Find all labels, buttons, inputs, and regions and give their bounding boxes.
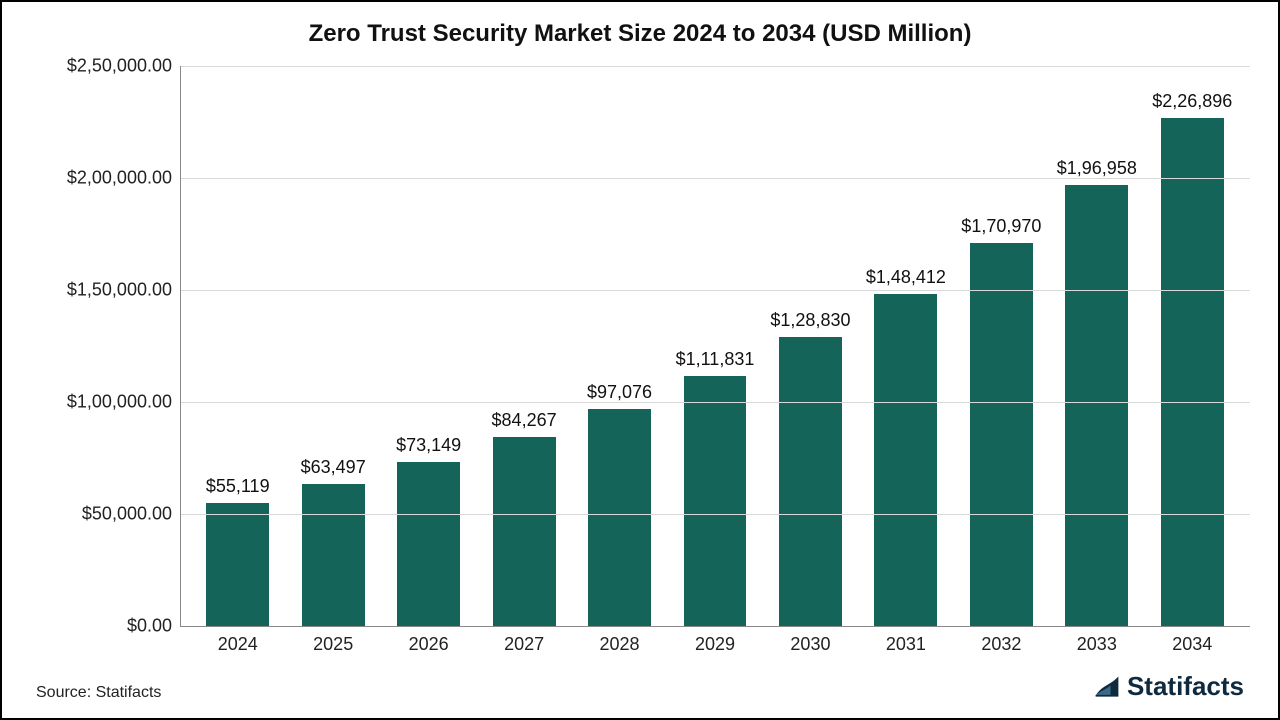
y-axis: $0.00$50,000.00$1,00,000.00$1,50,000.00$… bbox=[30, 66, 180, 626]
grid-line bbox=[180, 402, 1250, 403]
bars-container: $55,119 $63,497 $73,149 $84,267 $97,076 $1,11… bbox=[180, 66, 1250, 626]
bar-value-label: $97,076 bbox=[587, 382, 652, 403]
x-axis: 2024202520262027202820292030203120322033… bbox=[180, 626, 1250, 655]
bar-slot: $73,149 bbox=[381, 66, 476, 626]
chart-area: $0.00$50,000.00$1,00,000.00$1,50,000.00$… bbox=[30, 66, 1250, 626]
bar-value-label: $1,11,831 bbox=[676, 349, 755, 370]
bar: $55,119 bbox=[206, 503, 269, 626]
x-tick-label: 2030 bbox=[763, 634, 858, 655]
x-tick-label: 2031 bbox=[858, 634, 953, 655]
bar: $1,96,958 bbox=[1065, 185, 1128, 626]
y-tick-label: $1,00,000.00 bbox=[67, 392, 172, 413]
y-tick-label: $0.00 bbox=[127, 616, 172, 637]
grid-line bbox=[180, 66, 1250, 67]
bar: $73,149 bbox=[397, 462, 460, 626]
bar-slot: $97,076 bbox=[572, 66, 667, 626]
y-tick-label: $2,50,000.00 bbox=[67, 56, 172, 77]
chart-footer: Source: Statifacts Statifacts bbox=[30, 671, 1250, 704]
grid-line bbox=[180, 626, 1250, 627]
grid-line bbox=[180, 178, 1250, 179]
brand-name: Statifacts bbox=[1127, 671, 1244, 702]
bar-value-label: $1,70,970 bbox=[961, 216, 1041, 237]
y-tick-label: $2,00,000.00 bbox=[67, 168, 172, 189]
brand-logo: Statifacts bbox=[1093, 671, 1244, 702]
bar-slot: $1,96,958 bbox=[1049, 66, 1144, 626]
x-tick-label: 2025 bbox=[285, 634, 380, 655]
x-tick-label: 2026 bbox=[381, 634, 476, 655]
bar-slot: $63,497 bbox=[285, 66, 380, 626]
bar-value-label: $55,119 bbox=[206, 476, 270, 497]
x-tick-label: 2033 bbox=[1049, 634, 1144, 655]
chart-title: Zero Trust Security Market Size 2024 to … bbox=[30, 20, 1250, 48]
bar-value-label: $2,26,896 bbox=[1152, 91, 1232, 112]
bar-slot: $2,26,896 bbox=[1145, 66, 1240, 626]
y-axis-line bbox=[180, 66, 181, 626]
bar-value-label: $1,28,830 bbox=[770, 310, 850, 331]
bar-slot: $55,119 bbox=[190, 66, 285, 626]
bar-slot: $84,267 bbox=[476, 66, 571, 626]
bar-value-label: $84,267 bbox=[492, 410, 557, 431]
x-tick-label: 2027 bbox=[476, 634, 571, 655]
bar-slot: $1,11,831 bbox=[667, 66, 762, 626]
bar-slot: $1,70,970 bbox=[954, 66, 1049, 626]
bar: $1,28,830 bbox=[779, 337, 842, 626]
bar-slot: $1,28,830 bbox=[763, 66, 858, 626]
x-tick-label: 2028 bbox=[572, 634, 667, 655]
bar: $63,497 bbox=[302, 484, 365, 626]
bar: $84,267 bbox=[493, 437, 556, 626]
plot-area: $55,119 $63,497 $73,149 $84,267 $97,076 $1,11… bbox=[180, 66, 1250, 626]
x-tick-label: 2034 bbox=[1145, 634, 1240, 655]
y-tick-label: $50,000.00 bbox=[82, 504, 172, 525]
x-tick-label: 2024 bbox=[190, 634, 285, 655]
grid-line bbox=[180, 514, 1250, 515]
grid-line bbox=[180, 290, 1250, 291]
x-tick-label: 2032 bbox=[954, 634, 1049, 655]
source-text: Source: Statifacts bbox=[36, 684, 161, 702]
bar-value-label: $73,149 bbox=[396, 435, 461, 456]
bar: $1,48,412 bbox=[874, 294, 937, 626]
brand-icon bbox=[1093, 673, 1121, 701]
bar: $2,26,896 bbox=[1161, 118, 1224, 626]
y-tick-label: $1,50,000.00 bbox=[67, 280, 172, 301]
x-tick-label: 2029 bbox=[667, 634, 762, 655]
bar-slot: $1,48,412 bbox=[858, 66, 953, 626]
bar: $1,11,831 bbox=[684, 376, 747, 627]
bar: $1,70,970 bbox=[970, 243, 1033, 626]
bar-value-label: $63,497 bbox=[301, 457, 366, 478]
bar: $97,076 bbox=[588, 409, 651, 626]
chart-frame: Zero Trust Security Market Size 2024 to … bbox=[0, 0, 1280, 720]
bar-value-label: $1,96,958 bbox=[1057, 158, 1137, 179]
bar-value-label: $1,48,412 bbox=[866, 267, 946, 288]
